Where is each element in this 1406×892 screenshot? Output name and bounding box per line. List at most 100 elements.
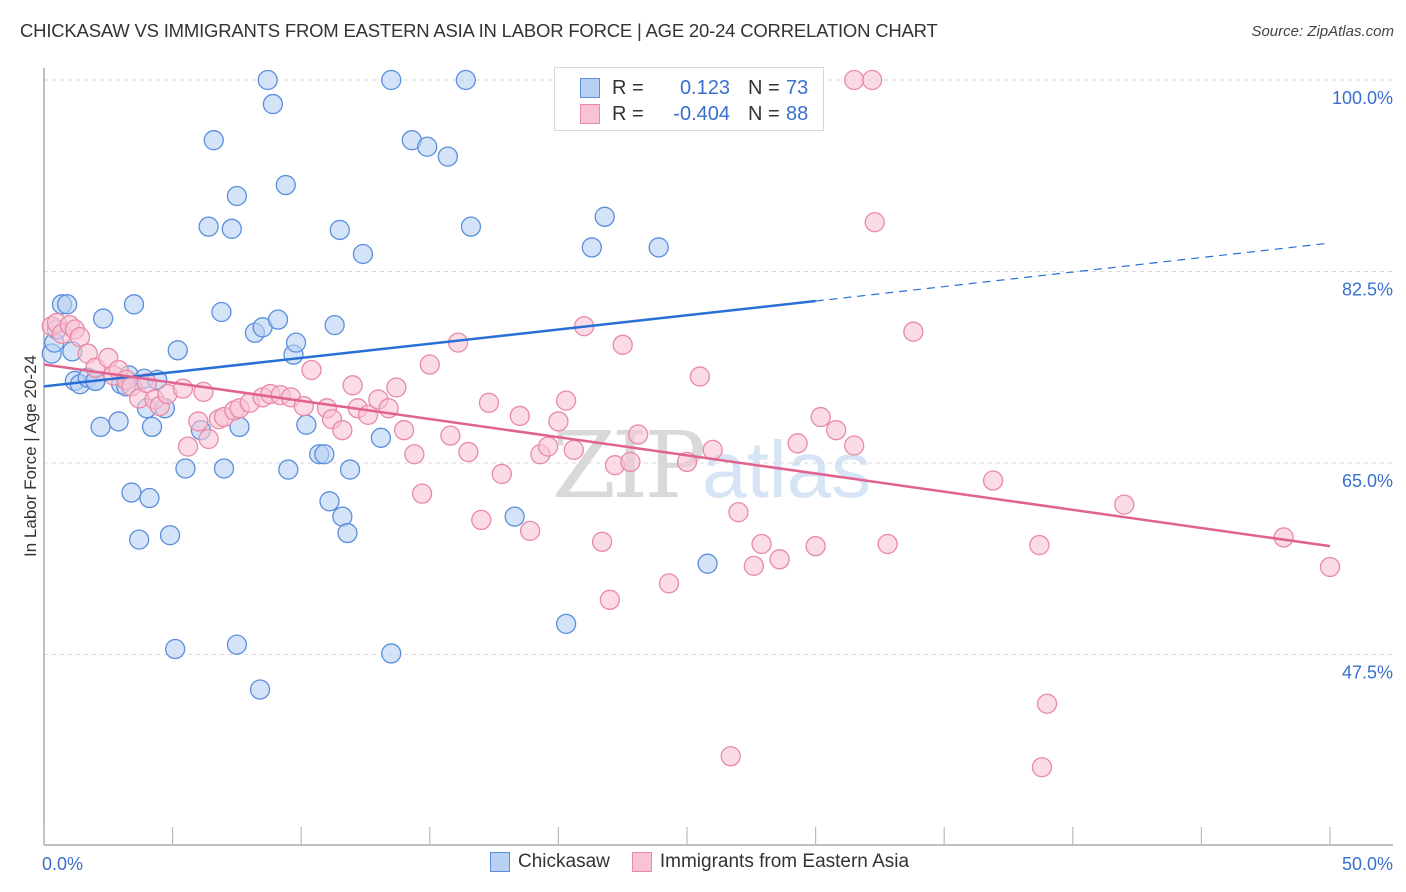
chickasaw-point — [329, 219, 350, 241]
chickasaw-point — [226, 185, 248, 207]
r-value: -0.404 — [673, 102, 730, 125]
trendlines — [43, 242, 1331, 548]
chickasaw-swatch-icon — [580, 78, 600, 98]
immigrants-point — [1273, 527, 1294, 548]
chickasaw-point — [267, 309, 289, 330]
immigrants-point — [627, 424, 649, 445]
chickasaw-point — [381, 69, 402, 91]
chickasaw-point — [226, 634, 248, 655]
immigrants-point — [537, 436, 559, 457]
immigrants-point — [301, 359, 322, 381]
legend-row-immigrants: R = -0.404 N = 88 — [580, 102, 808, 126]
chickasaw-trendline — [43, 299, 816, 388]
legend-label: Immigrants from Eastern Asia — [659, 851, 910, 872]
chickasaw-point — [198, 216, 219, 237]
chart-title: CHICKASAW VS IMMIGRANTS FROM EASTERN ASI… — [20, 20, 938, 41]
chickasaw-point — [159, 525, 181, 546]
immigrants-point — [612, 334, 633, 355]
n-value: 73 — [786, 76, 809, 99]
chickasaw-point — [339, 459, 361, 480]
legend-row-chickasaw: R = 0.123 N = 73 — [580, 76, 808, 100]
chickasaw-point — [437, 146, 458, 167]
r-value: 0.123 — [679, 76, 730, 99]
immigrants-point — [728, 502, 749, 523]
immigrants-point — [1036, 693, 1058, 714]
immigrants-trendline — [43, 363, 1331, 548]
immigrants-point — [386, 377, 407, 398]
immigrants-point — [769, 549, 790, 570]
immigrants-point — [188, 411, 209, 432]
chickasaw-point — [175, 458, 196, 479]
chickasaw-point — [121, 482, 142, 503]
chickasaw-point — [165, 638, 186, 660]
chickasaw-point — [93, 308, 114, 329]
chickasaw-point — [203, 130, 224, 151]
immigrants-point — [411, 483, 433, 504]
immigrants-point — [805, 536, 826, 557]
immigrants-point — [620, 451, 641, 473]
immigrants-point — [1031, 757, 1053, 778]
immigrants-point — [877, 533, 898, 555]
immigrants-point — [478, 392, 500, 413]
chickasaw-point — [352, 243, 374, 265]
chickasaw-point — [141, 416, 163, 438]
n-label: N = — [748, 76, 780, 99]
immigrants-point — [787, 433, 808, 454]
immigrants-points — [41, 69, 1341, 778]
chickasaw-point — [455, 69, 476, 91]
immigrants-point — [591, 531, 613, 552]
chickasaw-point — [249, 679, 271, 700]
immigrants-point — [440, 425, 461, 446]
immigrants-point — [548, 411, 569, 432]
chickasaw-point — [257, 69, 278, 91]
immigrants-point — [563, 439, 584, 461]
chickasaw-point — [221, 218, 242, 239]
y-tick-label: 65.0% — [1342, 471, 1393, 491]
chickasaw-point — [275, 174, 296, 196]
immigrants-point — [844, 69, 865, 91]
immigrants-point — [69, 327, 91, 348]
chickasaw-points — [41, 69, 718, 700]
axes — [43, 68, 1393, 846]
legend-item-immigrants[interactable]: Immigrants from Eastern Asia — [631, 851, 910, 873]
chickasaw-point — [337, 522, 358, 544]
immigrants-point — [810, 406, 831, 428]
immigrants-point — [198, 428, 219, 450]
legend-item-chickasaw[interactable]: Chickasaw — [490, 851, 610, 873]
immigrants-point — [599, 589, 620, 610]
chickasaw-point — [460, 216, 482, 237]
legend-label: Chickasaw — [518, 851, 610, 872]
chickasaw-point — [697, 553, 718, 574]
r-label: R = — [612, 76, 644, 99]
immigrants-point — [826, 420, 847, 441]
chickasaw-point — [262, 93, 284, 115]
chickasaw-point — [324, 314, 345, 336]
r-label: R = — [612, 102, 644, 125]
immigrants-point — [864, 212, 885, 233]
immigrants-point — [491, 463, 512, 485]
chickasaw-point — [278, 459, 299, 480]
chickasaw-point — [285, 332, 307, 353]
chickasaw-point — [129, 529, 150, 550]
source-credit: Source: ZipAtlas.com — [1251, 23, 1394, 40]
immigrants-point — [393, 420, 415, 441]
chickasaw-point — [581, 237, 602, 258]
immigrants-point — [1114, 494, 1135, 515]
immigrants-point — [743, 555, 765, 577]
chickasaw-point — [381, 643, 402, 664]
n-value: 88 — [786, 102, 809, 125]
immigrants-point — [509, 405, 530, 427]
y-tick-label: 47.5% — [1342, 663, 1393, 683]
chickasaw-point — [314, 444, 335, 465]
immigrants-point — [689, 366, 711, 387]
chickasaw-point — [90, 416, 111, 438]
zipatlas-watermark: ZIPatlas — [552, 412, 871, 519]
immigrants-point — [1319, 556, 1341, 578]
chickasaw-point — [648, 237, 669, 258]
x-tick-label-max: 50.0% — [1342, 854, 1393, 874]
immigrants-swatch-icon — [631, 852, 652, 872]
chickasaw-point — [56, 294, 78, 315]
y-tick-label: 100.0% — [1332, 88, 1393, 108]
chickasaw-swatch-icon — [490, 852, 510, 872]
